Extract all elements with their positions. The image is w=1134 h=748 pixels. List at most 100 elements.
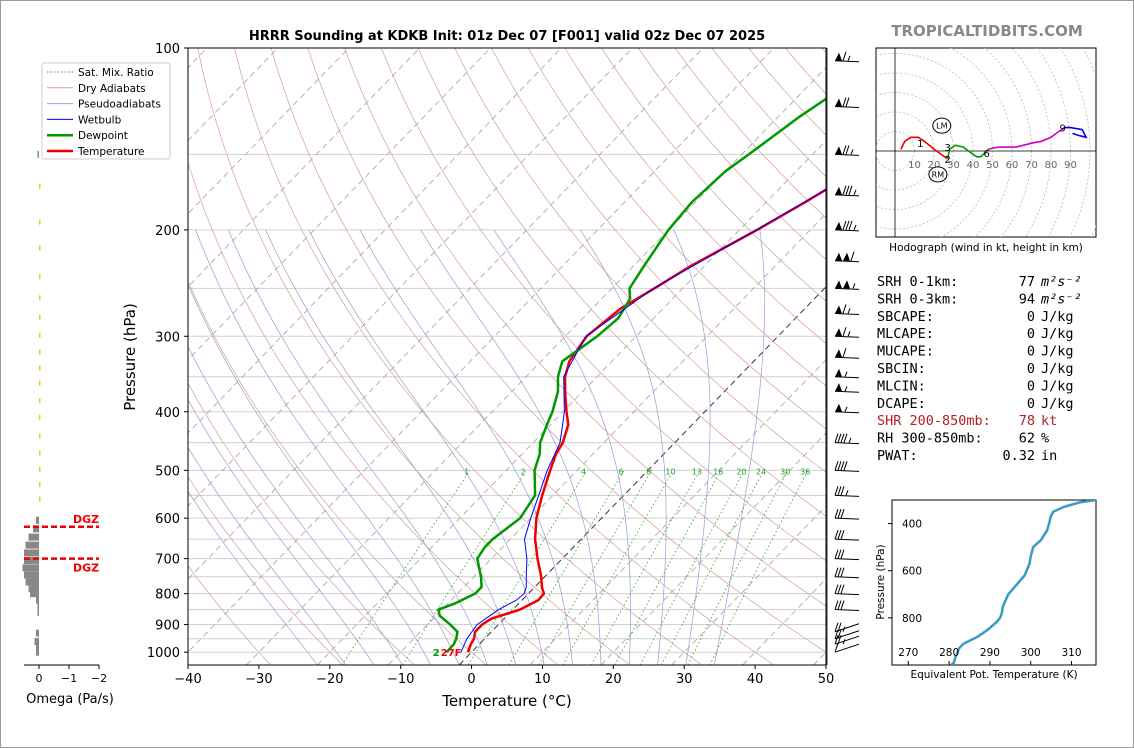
omega-bar (37, 609, 39, 617)
moist-adiabat (188, 490, 318, 665)
hodograph-height-label: 9 (1060, 124, 1066, 135)
hodograph-trace (946, 144, 990, 159)
omega-bar (39, 482, 41, 488)
dry-adiabat (344, 48, 826, 607)
hodograph-ring-label: 30 (947, 160, 960, 171)
omega-bar (36, 629, 39, 637)
isotherm-line (188, 48, 704, 580)
index-unit: J/kg (1041, 309, 1074, 325)
legend-box (41, 62, 171, 160)
wind-barb (834, 622, 860, 633)
wind-barb (834, 251, 860, 263)
index-unit: m²s⁻² (1040, 274, 1082, 290)
omega-tick-label: −1 (61, 672, 77, 685)
mixing-ratio-label: 24 (756, 468, 766, 477)
wind-barb (834, 584, 860, 596)
x-tick-label: −30 (245, 672, 272, 687)
mixing-ratio-label: 10 (665, 468, 675, 477)
theta-y-tick-label: 600 (902, 566, 922, 578)
index-value: 0 (1027, 378, 1035, 394)
wind-barb (834, 368, 860, 379)
index-value: 0 (1027, 396, 1035, 412)
y-tick-label: 600 (155, 512, 180, 527)
theta-x-tick-label: 300 (1021, 647, 1041, 659)
moist-adiabat (265, 229, 517, 665)
index-label: PWAT: (877, 448, 918, 464)
dry-adiabat (491, 48, 826, 430)
wind-barb (834, 461, 860, 472)
skewt-grid: 1 2 4 6 8 10 13 16 20 24 30 36 (188, 48, 826, 665)
moist-adiabat (673, 229, 711, 665)
y-tick-label: 400 (155, 406, 180, 421)
dry-adiabat (188, 476, 343, 665)
hodograph-height-label: 1 (917, 139, 923, 150)
omega-bar (24, 571, 39, 579)
omega-bar (36, 642, 39, 650)
mixing-ratio-label: 1 (464, 468, 469, 477)
mixing-ratio-label: 6 (619, 468, 624, 477)
index-value: 0 (1027, 309, 1035, 325)
wind-barb (834, 403, 860, 414)
index-value: 77 (1019, 274, 1035, 290)
theta-y-tick-label: 800 (902, 613, 922, 625)
isotherm-line (600, 432, 826, 665)
omega-bar (25, 541, 39, 549)
hodograph-ring-label: 70 (1025, 160, 1038, 171)
mixing-ratio-line (614, 470, 722, 665)
omega-bar (39, 380, 41, 386)
omega-bar (25, 578, 39, 586)
index-label: SBCAPE: (877, 309, 934, 325)
y-tick-label: 100 (155, 42, 180, 57)
index-value: 0 (1027, 361, 1035, 377)
wind-barb (834, 635, 860, 645)
index-label: SRH 0-3km: (877, 291, 958, 307)
wind-barb (834, 304, 860, 315)
legend-label: Sat. Mix. Ratio (78, 67, 154, 79)
isotherm-line (246, 66, 826, 665)
hodograph-ring-label: 60 (1006, 160, 1019, 171)
brand-watermark: TROPICALTIDBITS.COM (891, 22, 1083, 40)
moist-adiabat (580, 229, 667, 665)
y-tick-label: 700 (155, 553, 180, 568)
hodograph-caption: Hodograph (wind in kt, height in km) (889, 242, 1083, 254)
wind-barb (834, 600, 860, 612)
wind-barb (834, 530, 860, 541)
index-value: 62 (1019, 431, 1035, 447)
hodograph-height-label: 6 (983, 149, 989, 160)
dry-adiabat (234, 48, 703, 665)
theta-plot (950, 500, 1096, 665)
dry-adiabat (270, 48, 775, 665)
theta-x-axis-label: Equivalent Pot. Temperature (K) (910, 669, 1077, 681)
omega-bar (39, 398, 41, 404)
moist-adiabat (493, 229, 631, 665)
hodograph-trace (988, 126, 1066, 150)
legend-label: Temperature (77, 146, 145, 158)
index-value: 0.32 (1002, 448, 1035, 464)
omega-bar (22, 564, 39, 572)
y-tick-label: 900 (155, 619, 180, 634)
x-tick-label: 50 (818, 672, 835, 687)
index-unit: J/kg (1041, 344, 1074, 360)
dry-adiabat (417, 48, 826, 517)
storm-motion-marker (928, 166, 948, 183)
x-axis-label: Temperature (°C) (441, 692, 571, 710)
omega-bar (28, 533, 39, 541)
omega-bar (28, 585, 39, 593)
x-tick-label: −10 (387, 672, 414, 687)
mixing-ratio-line (591, 470, 701, 665)
index-label: RH 300-850mb: (877, 431, 983, 447)
moist-adiabat (188, 446, 346, 665)
wind-barb (834, 567, 860, 579)
omega-bar (39, 450, 41, 456)
hodograph-trace (1064, 126, 1088, 139)
legend: Sat. Mix. Ratio Dry Adiabats Pseudoadiabat… (41, 62, 171, 160)
index-unit: % (1041, 431, 1049, 447)
theta-x-tick-label: 290 (980, 647, 1000, 659)
wind-barb (834, 185, 860, 197)
mixing-ratio-label: 13 (692, 468, 702, 477)
dry-adiabat (197, 48, 631, 665)
wind-barb (834, 549, 860, 561)
wind-barb (834, 486, 860, 497)
omega-bar (39, 219, 41, 225)
omega-bar (39, 183, 41, 189)
